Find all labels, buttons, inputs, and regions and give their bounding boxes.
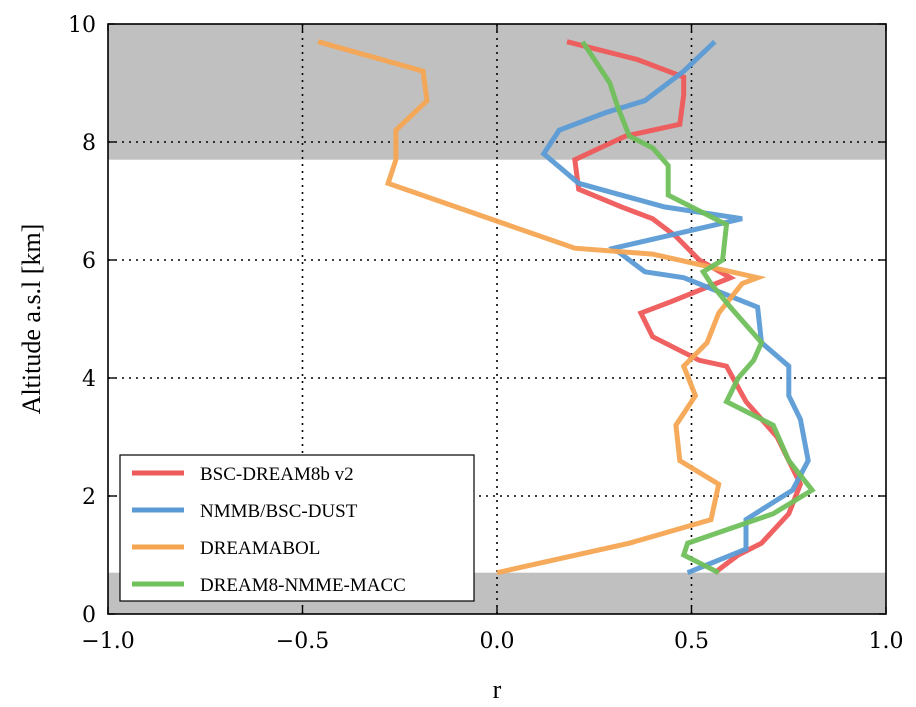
legend-label-1: NMMB/BSC-DUST <box>200 501 358 522</box>
legend-label-0: BSC-DREAM8b v2 <box>200 464 354 485</box>
series-line-3 <box>580 40 816 575</box>
x-tick-label: −0.5 <box>276 629 329 654</box>
x-tick-labels: −1.0 −0.5 0.0 0.5 1.0 <box>81 629 903 654</box>
shaded-band-0 <box>108 24 886 160</box>
y-tick-label: 10 <box>68 13 96 38</box>
x-tick-label: −1.0 <box>81 629 134 654</box>
y-tick-label: 0 <box>82 603 96 628</box>
x-axis-label: r <box>493 675 502 704</box>
series-lines <box>317 39 816 576</box>
y-tick-label: 6 <box>82 249 96 274</box>
y-axis-label: Altitude a.s.l [km] <box>17 224 46 415</box>
x-tick-label: 0.0 <box>480 629 515 654</box>
legend-label-3: DREAM8-NMME-MACC <box>200 575 406 596</box>
y-tick-label: 2 <box>82 485 96 510</box>
y-tick-labels: 0 2 4 6 8 10 <box>68 13 96 628</box>
legend: BSC-DREAM8b v2 NMMB/BSC-DUST DREAMABOL DREA… <box>119 454 475 602</box>
x-tick-label: 0.5 <box>674 629 709 654</box>
series-line-2 <box>317 39 767 576</box>
tick-marks <box>107 23 887 615</box>
y-tick-label: 8 <box>82 131 96 156</box>
y-tick-label: 4 <box>82 367 96 392</box>
x-tick-label: 1.0 <box>869 629 904 654</box>
legend-box <box>119 454 475 602</box>
legend-label-2: DREAMABOL <box>200 538 320 559</box>
series-line-0 <box>566 39 804 575</box>
